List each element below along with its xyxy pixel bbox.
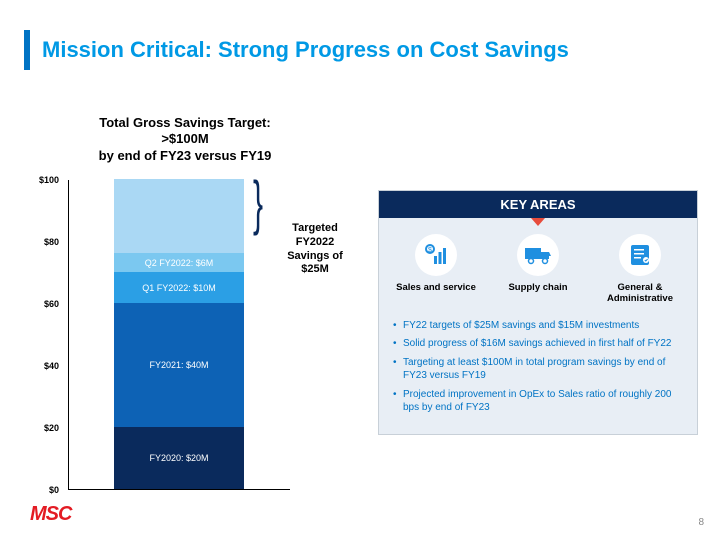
title-text: Mission Critical: Strong Progress on Cos… xyxy=(42,37,569,63)
key-bullet: Solid progress of $16M savings achieved … xyxy=(393,337,683,351)
chart-title: Total Gross Savings Target: >$100M by en… xyxy=(60,115,310,164)
chart-title-l3: by end of FY23 versus FY19 xyxy=(99,148,272,163)
icon-sales-service: $ Sales and service xyxy=(386,234,487,305)
bar-segment: FY2020: $20M xyxy=(114,427,244,489)
bar-segment xyxy=(114,179,244,253)
key-bullet: FY22 targets of $25M savings and $15M in… xyxy=(393,319,683,333)
stacked-bar-chart: $0$20$40$60$80$100 Q2 FY2022: $6MQ1 FY20… xyxy=(30,180,290,490)
y-tick: $60 xyxy=(44,299,59,309)
y-tick: $40 xyxy=(44,361,59,371)
page-number: 8 xyxy=(698,517,704,528)
y-axis: $0$20$40$60$80$100 xyxy=(30,180,65,490)
slide-title: Mission Critical: Strong Progress on Cos… xyxy=(24,30,569,70)
key-bullet: Targeting at least $100M in total progra… xyxy=(393,356,683,383)
key-bullets: FY22 targets of $25M savings and $15M in… xyxy=(379,311,697,434)
bar-segment: Q1 FY2022: $10M xyxy=(114,272,244,303)
msc-logo: MSC xyxy=(30,503,71,526)
sales-chart-icon: $ xyxy=(415,234,457,276)
key-icon-row: $ Sales and service Supply chain xyxy=(379,218,697,311)
y-tick: $80 xyxy=(44,237,59,247)
bar-segment: Q2 FY2022: $6M xyxy=(114,253,244,272)
brace-icon: } xyxy=(253,168,263,237)
chart-title-l1: Total Gross Savings Target: xyxy=(99,115,270,130)
y-tick: $0 xyxy=(49,485,59,495)
truck-icon xyxy=(517,234,559,276)
y-tick: $20 xyxy=(44,423,59,433)
key-areas-panel: KEY AREAS $ Sales and service xyxy=(378,190,698,435)
bar-stack: Q2 FY2022: $6MQ1 FY2022: $10MFY2021: $40… xyxy=(114,179,244,489)
key-bullet: Projected improvement in OpEx to Sales r… xyxy=(393,388,683,415)
key-areas-header: KEY AREAS xyxy=(379,191,697,218)
chart-annotation: Targeted FY2022 Savings of $25M xyxy=(280,222,350,277)
y-tick: $100 xyxy=(39,175,59,185)
title-accent-bar xyxy=(24,30,30,70)
chart-title-l2: >$100M xyxy=(161,131,208,146)
icon-general-admin: General & Administrative xyxy=(590,234,691,305)
triangle-icon xyxy=(531,218,545,226)
svg-text:$: $ xyxy=(428,247,432,254)
clipboard-icon xyxy=(619,234,661,276)
bar-segment: FY2021: $40M xyxy=(114,303,244,427)
icon-supply-chain: Supply chain xyxy=(488,234,589,305)
